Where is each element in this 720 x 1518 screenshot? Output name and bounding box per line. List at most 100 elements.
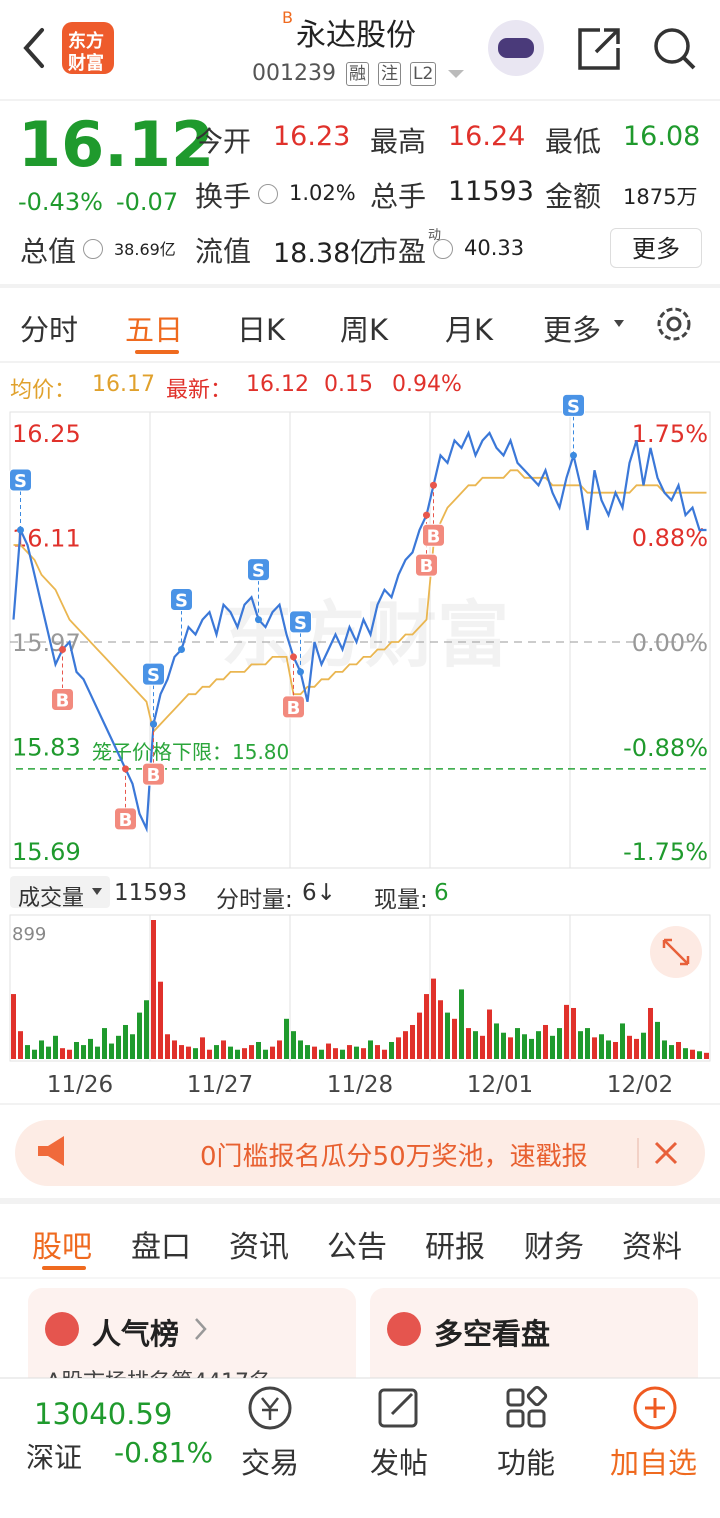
volume-label[interactable]: 成交量 — [18, 886, 85, 911]
index-change: -0.81% — [114, 1436, 214, 1469]
trade-marker: B — [415, 511, 438, 577]
more-button[interactable]: 更多 — [610, 228, 702, 268]
section-tab[interactable]: 财务 — [524, 1230, 584, 1265]
add-icon[interactable] — [633, 1386, 677, 1430]
section-tab[interactable]: 资讯 — [229, 1230, 289, 1265]
nav-item[interactable]: 交易 — [241, 1446, 300, 1480]
field-label: 最高 — [370, 125, 427, 158]
close-banner[interactable] — [654, 1141, 678, 1165]
field-value: 16.23 — [273, 121, 351, 152]
last-change-pct: 0.94% — [392, 372, 462, 397]
volume-bar — [179, 1045, 184, 1059]
volume-arrow — [92, 888, 102, 895]
field-label: 换手 — [195, 180, 252, 213]
section-tab[interactable]: 公告 — [327, 1230, 387, 1265]
avatar-face — [498, 38, 534, 58]
volume-bar — [515, 1028, 520, 1059]
search-button[interactable] — [654, 28, 690, 64]
marker-badge — [562, 393, 585, 417]
volume-bar — [375, 1045, 380, 1059]
volume-bar — [67, 1049, 72, 1059]
card[interactable] — [28, 1288, 356, 1398]
volume-bar — [53, 1035, 58, 1059]
y-tick-label: 899 — [12, 924, 46, 945]
period-tab[interactable]: 日K — [237, 313, 286, 347]
section-tab[interactable]: 盘口 — [131, 1230, 191, 1265]
volume-bar — [151, 920, 156, 1059]
trade-icon[interactable] — [248, 1386, 292, 1430]
volume-frame — [9, 914, 711, 1062]
nav-item[interactable]: 发帖 — [370, 1446, 429, 1480]
watermark: 东方财富 — [221, 593, 509, 677]
period-tab[interactable]: 周K — [340, 313, 389, 347]
per-value: 6↓ — [302, 880, 336, 906]
plus — [645, 1398, 665, 1418]
marker-label: B — [119, 810, 133, 831]
trade-marker: B — [282, 653, 305, 719]
stock-code: 001239 — [252, 61, 336, 86]
trade-marker: B — [114, 765, 137, 831]
volume-bar — [480, 1035, 485, 1059]
period-tab[interactable]: 更多 — [543, 313, 602, 347]
day-separators — [149, 412, 571, 1061]
volume-bar — [655, 1021, 660, 1059]
volume-bar — [543, 1024, 548, 1059]
period-tab[interactable]: 五日 — [125, 313, 184, 347]
change-pct: -0.43% — [18, 188, 103, 216]
volume-bar — [298, 1040, 303, 1059]
field-label: 金额 — [545, 180, 602, 213]
banner[interactable] — [15, 1120, 705, 1186]
share-button[interactable] — [578, 28, 620, 70]
field-value: 1875万 — [623, 185, 698, 209]
card[interactable] — [370, 1288, 698, 1398]
volume-bar — [32, 1049, 37, 1059]
marker-label: S — [567, 396, 580, 417]
back-button[interactable] — [23, 28, 44, 68]
banner-text[interactable]: 0门槛报名瓜分50万奖池，速戳报 — [200, 1142, 588, 1172]
nav-item[interactable]: 功能 — [497, 1446, 556, 1480]
section-tab[interactable]: 研报 — [425, 1230, 485, 1265]
trade-marker: S — [562, 393, 585, 459]
section-tab[interactable]: 资料 — [622, 1230, 682, 1265]
volume-bar — [277, 1040, 282, 1059]
card-text: A股市场排名第4417名 — [46, 1364, 271, 1378]
volume-bar — [592, 1037, 597, 1059]
volume-bar — [690, 1049, 695, 1059]
volume-bar — [529, 1038, 534, 1059]
volume-bar — [396, 1037, 401, 1059]
nav-item[interactable]: 加自选 — [610, 1446, 698, 1480]
period-tab[interactable]: 月K — [445, 313, 494, 347]
marker-label: S — [175, 590, 188, 611]
post-icon[interactable] — [378, 1388, 418, 1428]
volume-bar — [403, 1031, 408, 1059]
volume-bar — [599, 1034, 604, 1059]
volume-bar — [697, 1051, 702, 1059]
field-label: 流值 — [195, 235, 252, 268]
volume-bar — [627, 1035, 632, 1059]
volume-bar — [326, 1043, 331, 1059]
divider — [0, 1198, 720, 1204]
volume-bar — [46, 1046, 51, 1059]
yen-sign — [261, 1397, 279, 1420]
volume-bar — [312, 1046, 317, 1059]
volume-bar — [116, 1035, 121, 1059]
section-tab[interactable]: 股吧 — [32, 1230, 92, 1265]
card-icon — [387, 1312, 421, 1346]
card-title[interactable]: 多空看盘 — [434, 1317, 551, 1351]
settings-button[interactable] — [657, 307, 691, 341]
volume-bar — [354, 1046, 359, 1059]
x-tick-label: 12/01 — [467, 1072, 533, 1098]
megaphone-icon — [38, 1136, 64, 1166]
dropdown-arrow[interactable] — [448, 70, 464, 78]
trade-marker: S — [289, 610, 312, 676]
volume-bar — [417, 1012, 422, 1059]
volume-bar — [613, 1041, 618, 1059]
avg-value: 16.17 — [92, 372, 155, 397]
last-price: 16.12 — [18, 108, 215, 181]
marker-badge — [289, 610, 312, 634]
trade-marker: S — [9, 468, 32, 534]
function-icon[interactable] — [506, 1385, 548, 1428]
period-tab[interactable]: 分时 — [20, 313, 79, 347]
card-title[interactable]: 人气榜 — [92, 1317, 180, 1351]
volume-bar — [305, 1045, 310, 1059]
